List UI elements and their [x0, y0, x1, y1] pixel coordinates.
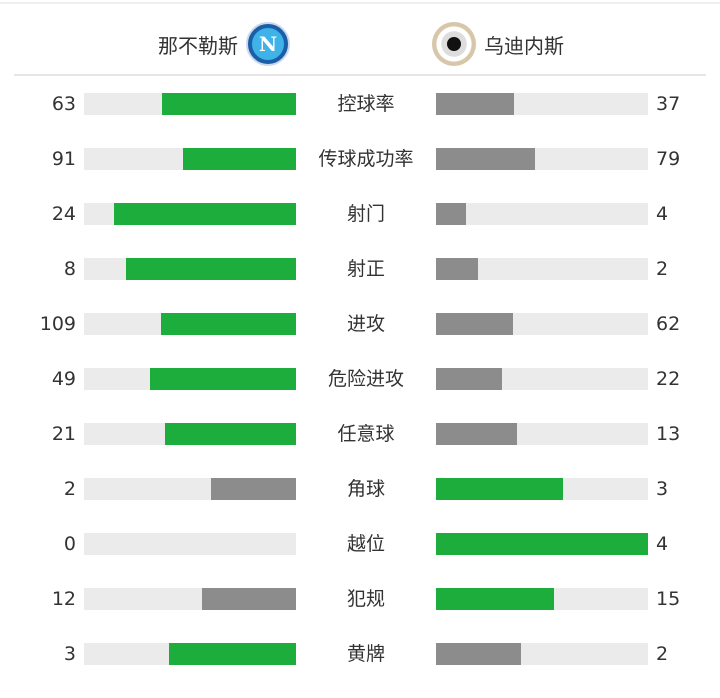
away-bar-track: [436, 533, 648, 555]
away-value: 3: [656, 478, 669, 500]
away-bar-track: [436, 93, 648, 115]
away-value: 22: [656, 368, 681, 390]
away-bar-fill: [436, 533, 648, 555]
home-value: 8: [63, 258, 76, 280]
away-bar-fill: [436, 368, 502, 390]
away-bar-fill: [436, 423, 518, 445]
stat-row: 3 黄牌 2: [0, 639, 720, 669]
home-value: 63: [51, 93, 76, 115]
away-bar-track: [436, 588, 648, 610]
away-value: 37: [656, 93, 681, 115]
stat-label: 进攻: [346, 313, 385, 335]
stat-row: 24 射门 4: [0, 199, 720, 229]
away-value: 15: [656, 588, 681, 610]
home-bar-track: [84, 643, 296, 665]
away-team-name: 乌迪内斯: [484, 33, 564, 58]
away-bar-track: [436, 643, 648, 665]
home-value: 24: [51, 203, 76, 225]
stat-label: 射门: [346, 203, 385, 225]
away-value: 13: [656, 423, 681, 445]
home-value: 0: [63, 533, 76, 555]
home-bar-fill: [182, 148, 296, 170]
home-bar-track: [84, 368, 296, 390]
stat-label: 黄牌: [346, 643, 385, 665]
away-bar-fill: [436, 313, 513, 335]
away-bar-track: [436, 368, 648, 390]
home-team[interactable]: 那不勒斯 N: [158, 22, 290, 66]
away-bar-track: [436, 478, 648, 500]
home-bar-track: [84, 533, 296, 555]
home-value: 21: [51, 423, 76, 445]
away-bar-track: [436, 258, 648, 280]
away-bar-fill: [436, 588, 554, 610]
away-team[interactable]: 乌迪内斯: [432, 22, 564, 66]
stat-label: 危险进攻: [327, 368, 404, 390]
home-value: 12: [51, 588, 76, 610]
home-bar-track: [84, 588, 296, 610]
stat-row: 8 射正 2: [0, 254, 720, 284]
home-value: 109: [39, 313, 76, 335]
home-bar-track: [84, 313, 296, 335]
home-bar-fill: [165, 423, 296, 445]
home-bar-fill: [114, 203, 296, 225]
away-value: 4: [656, 533, 669, 555]
stat-row: 21 任意球 13: [0, 419, 720, 449]
stat-label: 犯规: [346, 588, 385, 610]
away-bar-track: [436, 148, 648, 170]
away-value: 2: [656, 258, 669, 280]
away-bar-track: [436, 203, 648, 225]
stat-row: 0 越位 4: [0, 529, 720, 559]
home-bar-fill: [160, 313, 296, 335]
stat-row: 49 危险进攻 22: [0, 364, 720, 394]
header-divider: [14, 74, 706, 76]
away-value: 62: [656, 313, 681, 335]
away-bar-track: [436, 423, 648, 445]
match-header: 那不勒斯 N 乌迪内斯: [0, 4, 720, 74]
stat-label: 传球成功率: [318, 148, 414, 170]
stat-row: 2 角球 3: [0, 474, 720, 504]
home-value: 91: [51, 148, 76, 170]
home-bar-track: [84, 148, 296, 170]
away-bar-fill: [436, 148, 535, 170]
stat-label: 任意球: [337, 423, 395, 445]
home-value: 3: [63, 643, 76, 665]
away-value: 79: [656, 148, 681, 170]
stat-row: 63 控球率 37: [0, 89, 720, 119]
home-bar-fill: [126, 258, 296, 280]
home-bar-track: [84, 478, 296, 500]
napoli-crest-icon: N: [246, 22, 290, 66]
home-bar-fill: [168, 643, 296, 665]
home-bar-track: [84, 423, 296, 445]
home-bar-track: [84, 203, 296, 225]
away-value: 4: [656, 203, 669, 225]
stat-label: 射正: [346, 258, 385, 280]
home-bar-fill: [211, 478, 296, 500]
away-value: 2: [656, 643, 669, 665]
stat-label: 角球: [346, 478, 385, 500]
stat-row: 109 进攻 62: [0, 309, 720, 339]
stat-row: 12 犯规 15: [0, 584, 720, 614]
home-value: 49: [51, 368, 76, 390]
home-team-name: 那不勒斯: [158, 33, 238, 58]
home-bar-fill: [162, 93, 296, 115]
away-bar-fill: [436, 203, 467, 225]
home-bar-fill: [201, 588, 296, 610]
top-divider: [0, 2, 720, 4]
away-bar-fill: [436, 643, 521, 665]
away-bar-fill: [436, 93, 515, 115]
home-bar-fill: [149, 368, 296, 390]
udinese-crest-icon: [432, 22, 476, 66]
home-bar-track: [84, 258, 296, 280]
away-bar-fill: [436, 478, 564, 500]
home-bar-track: [84, 93, 296, 115]
stat-label: 越位: [346, 533, 385, 555]
away-bar-fill: [436, 258, 479, 280]
stat-row: 91 传球成功率 79: [0, 144, 720, 174]
home-value: 2: [63, 478, 76, 500]
stat-label: 控球率: [337, 93, 395, 115]
away-bar-track: [436, 313, 648, 335]
